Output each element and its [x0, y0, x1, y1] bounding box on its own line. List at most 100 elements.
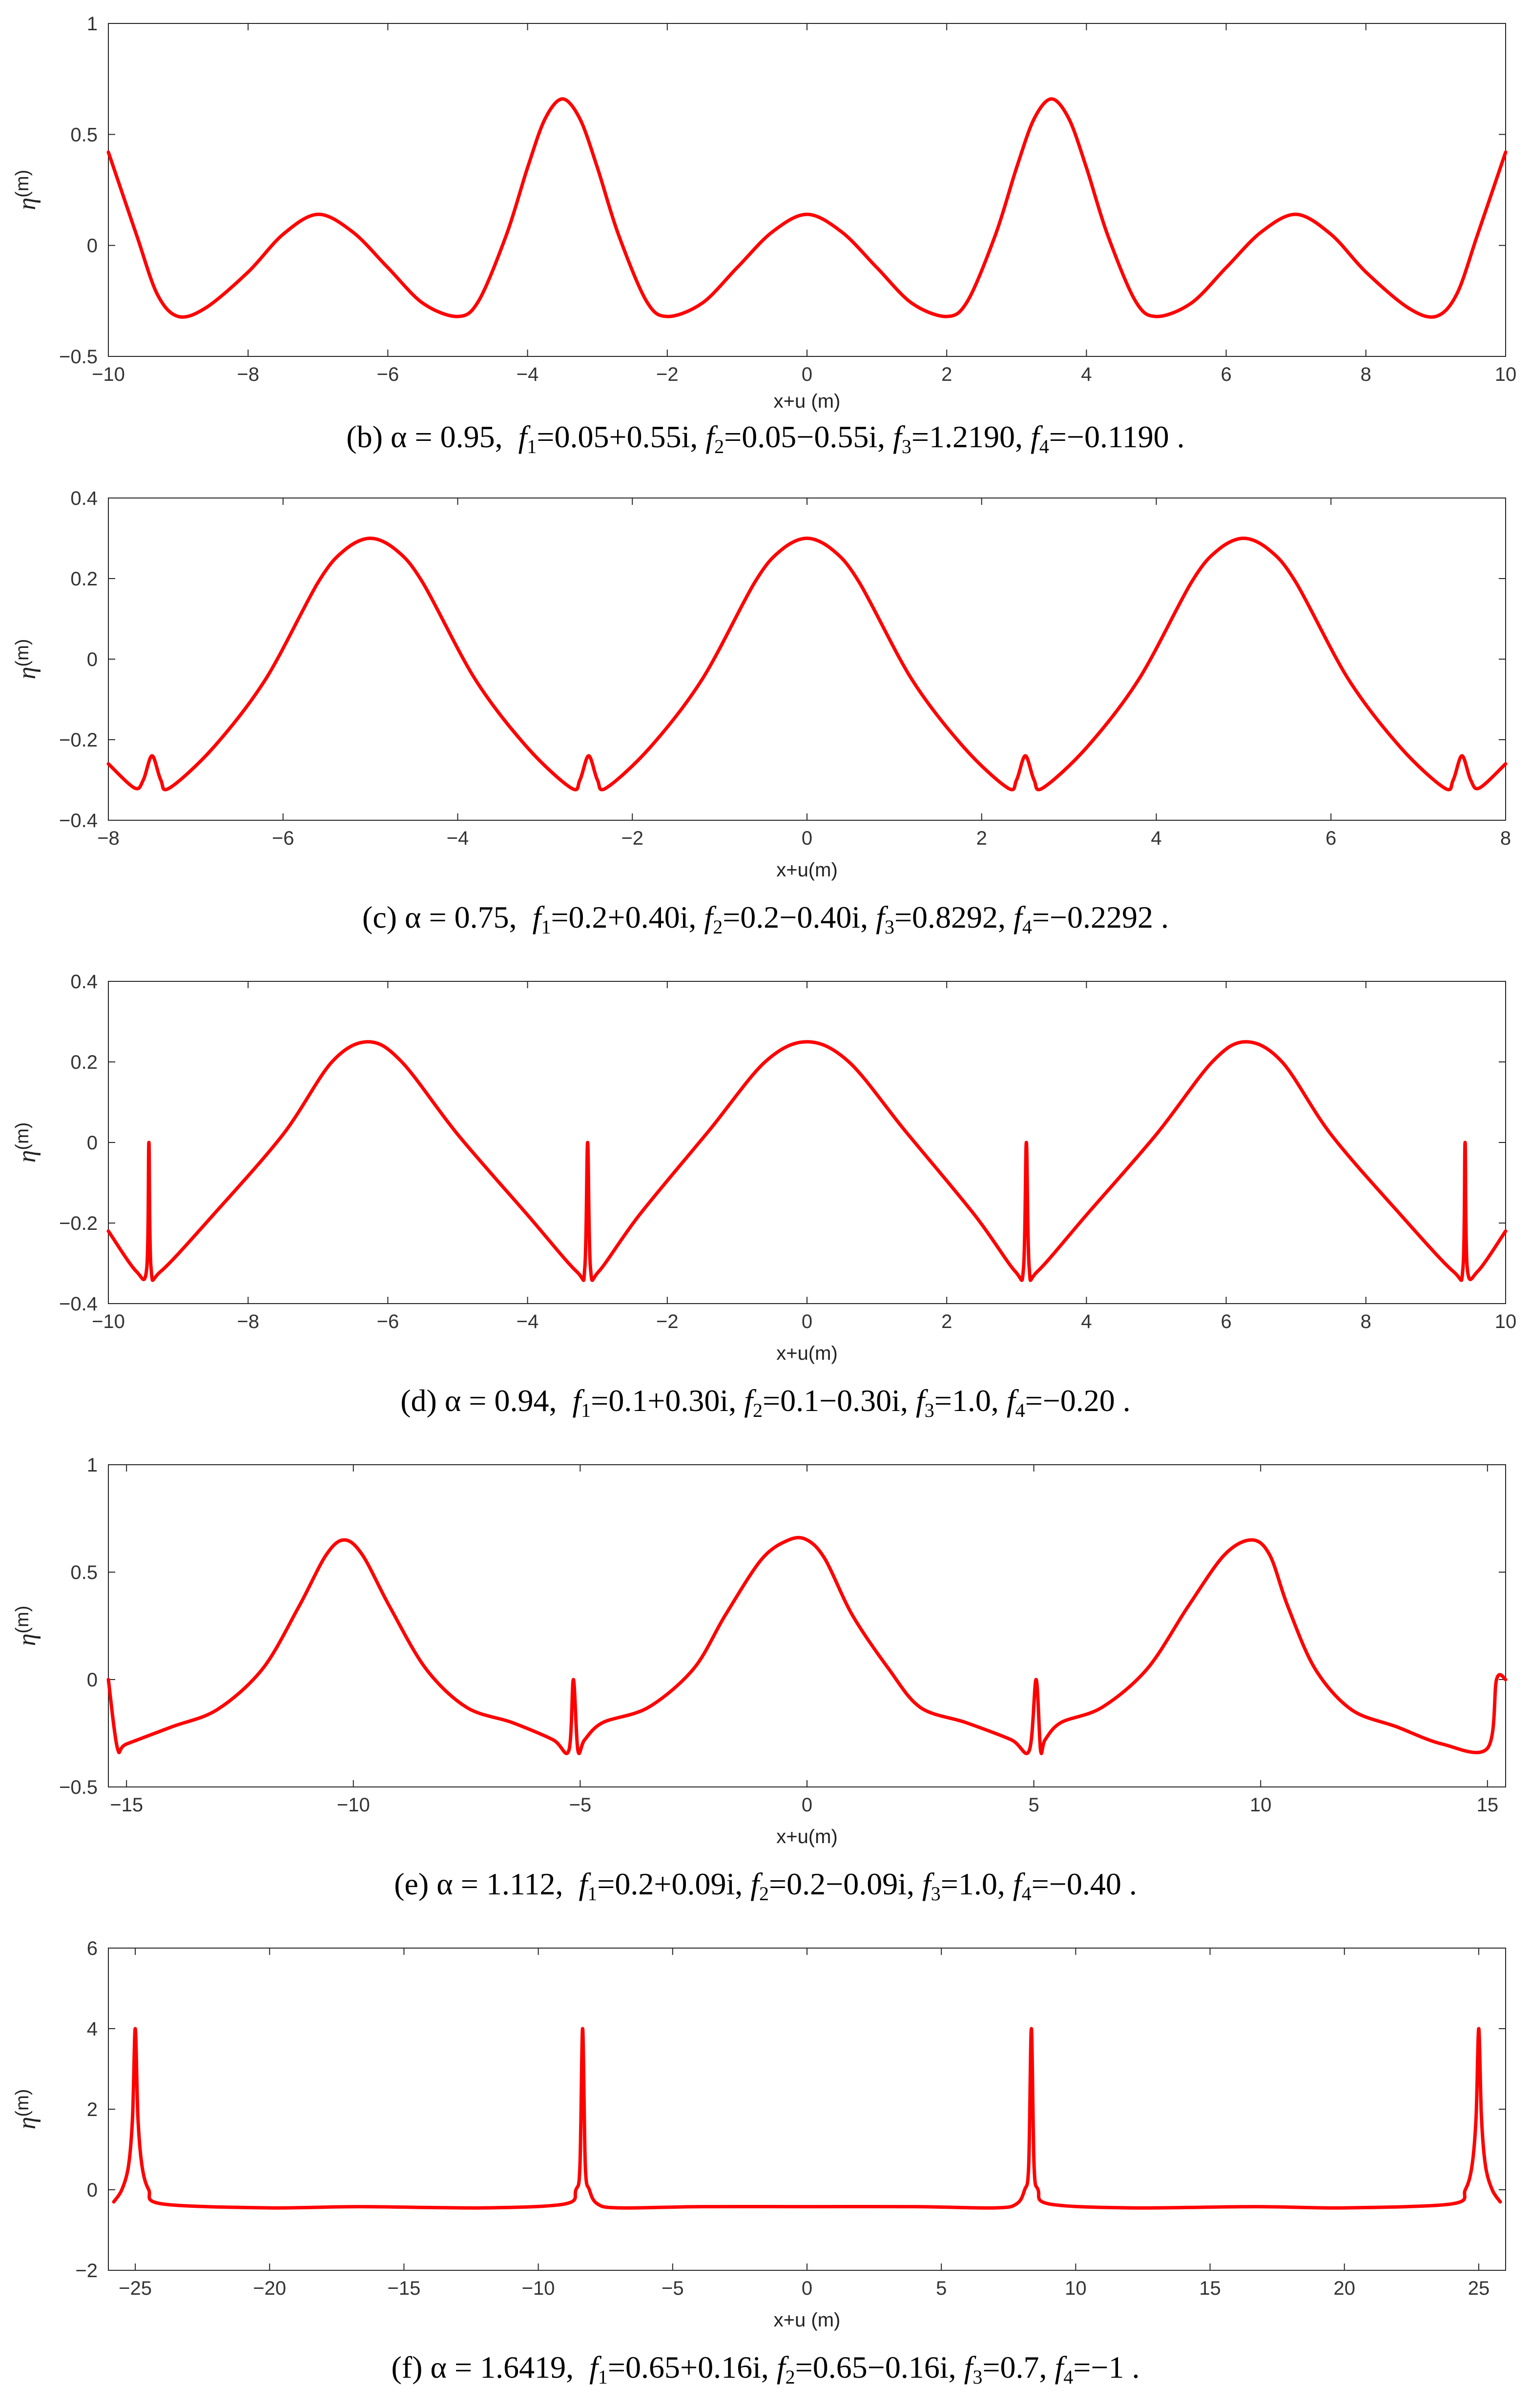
chart-e: −15 −10 −5 0 5 10 15 −0.5 0 0.5 1 x+u(m) η(m) — [12, 1454, 1508, 1848]
caption-f3: =1.0, — [940, 1867, 1005, 1901]
x-tick-label: 8 — [1500, 828, 1511, 849]
caption-alpha: α = 0.75, — [405, 900, 517, 934]
x-tick-label: 5 — [1028, 1794, 1039, 1816]
panel-d: −10 −8 −6 −4 −2 0 2 4 6 8 10 −0.4 −0.2 0 0.2 0.4 x+u(m) η… — [0, 962, 1531, 1445]
y-axis-label-text: η(m) — [12, 1122, 41, 1163]
x-tick-label: 4 — [1081, 364, 1092, 385]
caption-f1: =0.65+0.16i, — [607, 2350, 769, 2385]
caption-f1: =0.2+0.40i, — [551, 900, 697, 934]
x-tick-label: 0 — [802, 2278, 812, 2299]
axes-box — [108, 981, 1506, 1304]
caption-f1: =0.1+0.30i, — [591, 1383, 737, 1418]
caption-f2: =0.2−0.40i, — [723, 900, 869, 934]
x-tick-label: 25 — [1468, 2278, 1490, 2299]
x-axis-label: x+u(m) — [776, 859, 838, 881]
y-tick-label: 0 — [87, 2180, 98, 2201]
caption-label: (c) — [362, 900, 397, 934]
x-tick-label: −4 — [517, 1311, 539, 1332]
x-tick-label: 10 — [1495, 1311, 1517, 1332]
x-tick-label: 8 — [1361, 364, 1371, 385]
y-axis-symbol: η — [13, 2117, 41, 2130]
caption-e: (e) α = 1.112, f1=0.2+0.09i, f2=0.2−0.09… — [394, 1867, 1137, 1905]
x-tick-label: 10 — [1065, 2278, 1087, 2299]
x-tick-label: 0 — [802, 364, 812, 385]
x-tick-label: −15 — [387, 2278, 420, 2299]
caption-f: (f) α = 1.6419, f1=0.65+0.16i, f2=0.65−0… — [391, 2350, 1140, 2388]
axes-box — [108, 1948, 1506, 2271]
y-tick-label: 0.5 — [70, 1562, 98, 1583]
caption-alpha: α = 0.95, — [391, 419, 503, 454]
caption-f3: =0.7, — [982, 2350, 1047, 2385]
x-tick-label: −5 — [662, 2278, 684, 2299]
y-axis-symbol: η — [13, 1634, 41, 1646]
caption-f3: =1.2190, — [911, 419, 1023, 454]
x-tick-label: 2 — [941, 1311, 952, 1332]
x-tick-label: −2 — [621, 828, 643, 849]
y-axis-label: η(m) — [12, 170, 41, 210]
x-tick-label: 8 — [1361, 1311, 1371, 1332]
y-axis-label-text: η(m) — [12, 1606, 41, 1646]
x-tick-label: 15 — [1477, 1794, 1499, 1816]
caption-f1: =0.2+0.09i, — [597, 1867, 743, 1901]
y-tick-label: 1 — [87, 13, 98, 35]
x-tick-label: 5 — [936, 2278, 947, 2299]
series-line-0 — [106, 1536, 1508, 1755]
x-tick-label: −8 — [237, 364, 259, 385]
caption-f3: =1.0, — [934, 1383, 999, 1418]
x-tick-label: −10 — [522, 2278, 555, 2299]
caption-alpha: α = 1.112, — [436, 1867, 563, 1901]
panel-b: −10 −8 −6 −4 −2 0 2 4 6 8 10 −0.5 0 0.5 1 x+u (m) η(m) (… — [0, 0, 1531, 478]
x-axis-label: x+u(m) — [776, 1826, 838, 1848]
y-tick-label: −0.2 — [59, 1213, 98, 1234]
x-tick-label: 0 — [802, 1794, 812, 1816]
x-tick-label: 2 — [976, 828, 987, 849]
x-tick-label: −15 — [110, 1794, 143, 1816]
y-axis-unit: (m) — [12, 1606, 33, 1634]
y-tick-label: 0.4 — [70, 488, 98, 509]
x-axis-label: x+u(m) — [776, 1343, 838, 1364]
y-axis-unit: (m) — [12, 639, 33, 667]
x-tick-label: −4 — [517, 364, 539, 385]
y-tick-label: 0.5 — [70, 124, 98, 145]
y-tick-label: −0.4 — [59, 810, 98, 831]
x-tick-label: 4 — [1151, 828, 1161, 849]
x-tick-label: 10 — [1495, 364, 1517, 385]
x-tick-label: −5 — [569, 1794, 592, 1816]
y-tick-label: 0 — [87, 1669, 98, 1691]
caption-alpha: α = 1.6419, — [430, 2350, 574, 2385]
x-tick-label: 15 — [1199, 2278, 1221, 2299]
y-axis-label: η(m) — [12, 2089, 41, 2130]
x-tick-label: 2 — [941, 364, 952, 385]
x-tick-label: −8 — [237, 1311, 259, 1332]
y-tick-label: 0.2 — [70, 1052, 98, 1073]
caption-f2: =0.05−0.55i, — [724, 419, 886, 454]
x-tick-label: −6 — [272, 828, 294, 849]
series-line-0 — [106, 97, 1508, 319]
caption-f4: =−0.40 . — [1031, 1867, 1137, 1901]
x-tick-label: 0 — [802, 828, 812, 849]
x-tick-label: 10 — [1250, 1794, 1272, 1816]
y-axis-label-text: η(m) — [12, 639, 41, 680]
y-tick-label: −2 — [75, 2260, 98, 2282]
y-tick-label: 0 — [87, 235, 98, 257]
y-tick-label: 0.2 — [70, 568, 98, 590]
caption-f3: =0.8292, — [894, 900, 1006, 934]
y-axis-symbol: η — [13, 198, 41, 210]
y-tick-label: 4 — [87, 2018, 98, 2040]
panel-c: −8 −6 −4 −2 0 2 4 6 8 −0.4 −0.2 0 0.2 0.4 x+u(m) η(m) (… — [0, 478, 1531, 962]
x-tick-label: 20 — [1334, 2278, 1356, 2299]
x-tick-label: −2 — [656, 1311, 679, 1332]
x-tick-label: 0 — [802, 1311, 812, 1332]
y-tick-label: 0 — [87, 649, 98, 670]
x-tick-label: −20 — [253, 2278, 286, 2299]
series-line-0 — [112, 2027, 1502, 2210]
caption-b: (b) α = 0.95, f1=0.05+0.55i, f2=0.05−0.5… — [346, 419, 1185, 457]
caption-f2: =0.65−0.16i, — [795, 2350, 956, 2385]
y-tick-label: 0 — [87, 1132, 98, 1154]
caption-c: (c) α = 0.75, f1=0.2+0.40i, f2=0.2−0.40i… — [362, 900, 1169, 938]
x-tick-label: −8 — [97, 828, 120, 849]
x-tick-label: −25 — [119, 2278, 152, 2299]
x-tick-label: −10 — [92, 364, 125, 385]
y-axis-symbol: η — [13, 1150, 41, 1163]
